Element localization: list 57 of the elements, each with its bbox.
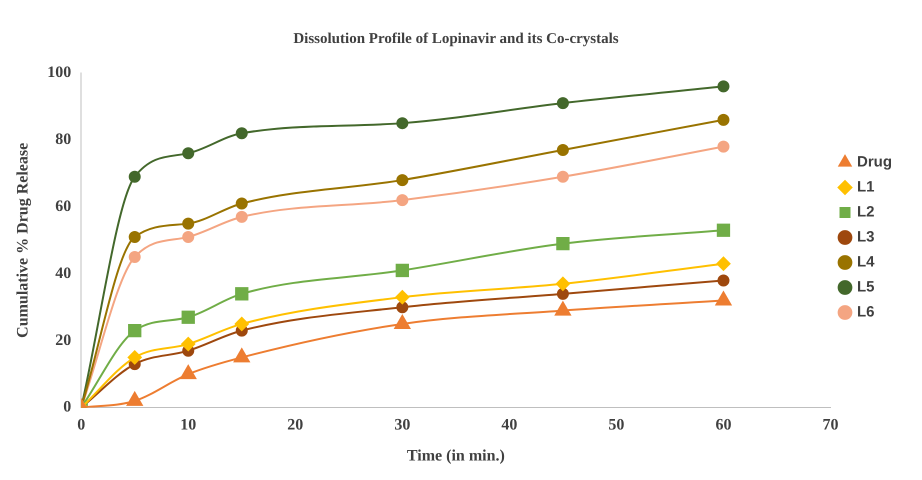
point <box>236 127 248 140</box>
x-tick-label: 10 <box>180 416 196 434</box>
y-tick-label: 80 <box>55 131 72 148</box>
x-tick-label: 70 <box>822 416 839 434</box>
point <box>128 230 141 243</box>
y-tick-label: 40 <box>55 264 72 282</box>
point <box>717 140 730 153</box>
point <box>128 170 141 183</box>
legend-label: L2 <box>857 204 875 221</box>
point <box>716 224 730 237</box>
point <box>128 350 142 364</box>
point <box>395 290 410 304</box>
point <box>396 117 408 130</box>
point <box>182 310 195 324</box>
point <box>234 316 249 331</box>
point <box>556 276 570 291</box>
x-tick-label: 40 <box>501 416 518 434</box>
x-axis-title: Time (in min.) <box>406 448 505 465</box>
point <box>556 97 569 110</box>
point <box>396 194 408 206</box>
y-axis-title: Cumulative % Drug Release <box>14 142 32 338</box>
point <box>182 218 194 230</box>
point <box>717 274 730 286</box>
point <box>236 197 248 210</box>
x-tick-label: 20 <box>287 416 304 434</box>
point <box>556 288 569 300</box>
x-tick-label: 50 <box>608 416 624 434</box>
point <box>717 80 730 92</box>
y-tick-label: 20 <box>55 332 72 349</box>
point <box>556 144 569 156</box>
x-tick-label: 0 <box>77 416 86 434</box>
legend-label: L1 <box>857 178 875 196</box>
chart-title: Dissolution Profile of Lopinavir and its Co-crystals <box>293 30 619 47</box>
legend-label: L4 <box>857 254 876 271</box>
x-tick-label: 60 <box>715 416 732 434</box>
point <box>556 170 569 183</box>
point <box>717 114 730 126</box>
legend-label: L5 <box>857 278 875 296</box>
point <box>182 147 194 160</box>
point <box>236 210 248 223</box>
legend-label: L6 <box>857 304 875 321</box>
point <box>181 337 196 352</box>
y-tick-label: 60 <box>55 198 72 215</box>
point <box>716 256 730 271</box>
point <box>556 236 570 250</box>
point <box>396 174 408 186</box>
point <box>396 301 408 314</box>
legend-label: Drug <box>857 154 892 171</box>
y-tick-label: 0 <box>63 398 72 416</box>
point <box>235 287 248 300</box>
point <box>128 324 142 338</box>
legend-label: L3 <box>857 228 875 246</box>
x-tick-label: 30 <box>394 416 410 434</box>
point <box>128 251 141 264</box>
y-tick-label: 100 <box>47 64 72 82</box>
point <box>182 230 194 243</box>
point <box>396 264 409 278</box>
